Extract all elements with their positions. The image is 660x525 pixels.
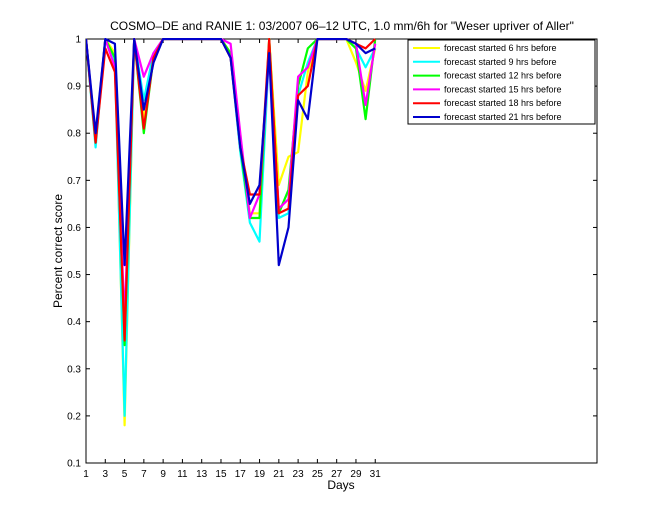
y-tick-label: 0.2 bbox=[67, 411, 81, 422]
x-tick-label: 9 bbox=[160, 469, 166, 480]
y-axis-title: Percent correct score bbox=[51, 194, 65, 308]
y-axis: 0.1 0.2 0.3 0.4 0.5 0.6 0.7 0.8 0.9 1 bbox=[67, 35, 597, 470]
x-axis-title: Days bbox=[327, 478, 354, 492]
x-tick-label: 23 bbox=[293, 469, 305, 480]
x-tick-label: 13 bbox=[196, 469, 208, 480]
legend-label-4: forecast started 15 hrs before bbox=[444, 84, 562, 94]
series-lines bbox=[86, 38, 377, 427]
legend: forecast started 6 hrs before forecast st… bbox=[407, 39, 596, 125]
x-axis: 1 3 5 7 9 11 13 15 17 19 21 23 25 27 29 31 bbox=[83, 39, 381, 480]
x-tick-label: 1 bbox=[83, 469, 89, 480]
series-line-6 bbox=[86, 38, 376, 267]
legend-label-5: forecast started 18 hrs before bbox=[444, 98, 562, 108]
x-tick-label: 19 bbox=[254, 469, 266, 480]
y-tick-label: 0.1 bbox=[67, 459, 81, 470]
y-tick-label: 0.5 bbox=[67, 270, 81, 281]
legend-label-1: forecast started 6 hrs before bbox=[444, 43, 557, 53]
x-tick-label: 25 bbox=[312, 469, 324, 480]
legend-label-2: forecast started 9 hrs before bbox=[444, 57, 557, 67]
x-tick-label: 3 bbox=[103, 469, 109, 480]
legend-label-3: forecast started 12 hrs before bbox=[444, 71, 562, 81]
x-tick-label: 17 bbox=[235, 469, 247, 480]
y-tick-label: 0.9 bbox=[67, 82, 81, 93]
y-tick-label: 0.6 bbox=[67, 223, 81, 234]
x-tick-label: 15 bbox=[215, 469, 227, 480]
legend-label-6: forecast started 21 hrs before bbox=[444, 112, 562, 122]
x-tick-label: 21 bbox=[273, 469, 285, 480]
x-tick-label: 31 bbox=[370, 469, 382, 480]
legend-box bbox=[407, 39, 596, 125]
y-tick-label: 0.4 bbox=[67, 317, 81, 328]
x-tick-label: 11 bbox=[177, 469, 188, 480]
y-tick-label: 0.3 bbox=[67, 364, 81, 375]
x-tick-label: 27 bbox=[331, 469, 343, 480]
chart-title: COSMO–DE and RANIE 1: 03/2007 06–12 UTC,… bbox=[110, 19, 574, 33]
y-tick-label: 0.8 bbox=[67, 129, 81, 140]
x-tick-label: 29 bbox=[350, 469, 362, 480]
x-tick-label: 7 bbox=[141, 469, 147, 480]
y-tick-label: 0.7 bbox=[67, 176, 81, 187]
y-tick-label: 1 bbox=[75, 35, 81, 46]
x-tick-label: 5 bbox=[122, 469, 128, 480]
